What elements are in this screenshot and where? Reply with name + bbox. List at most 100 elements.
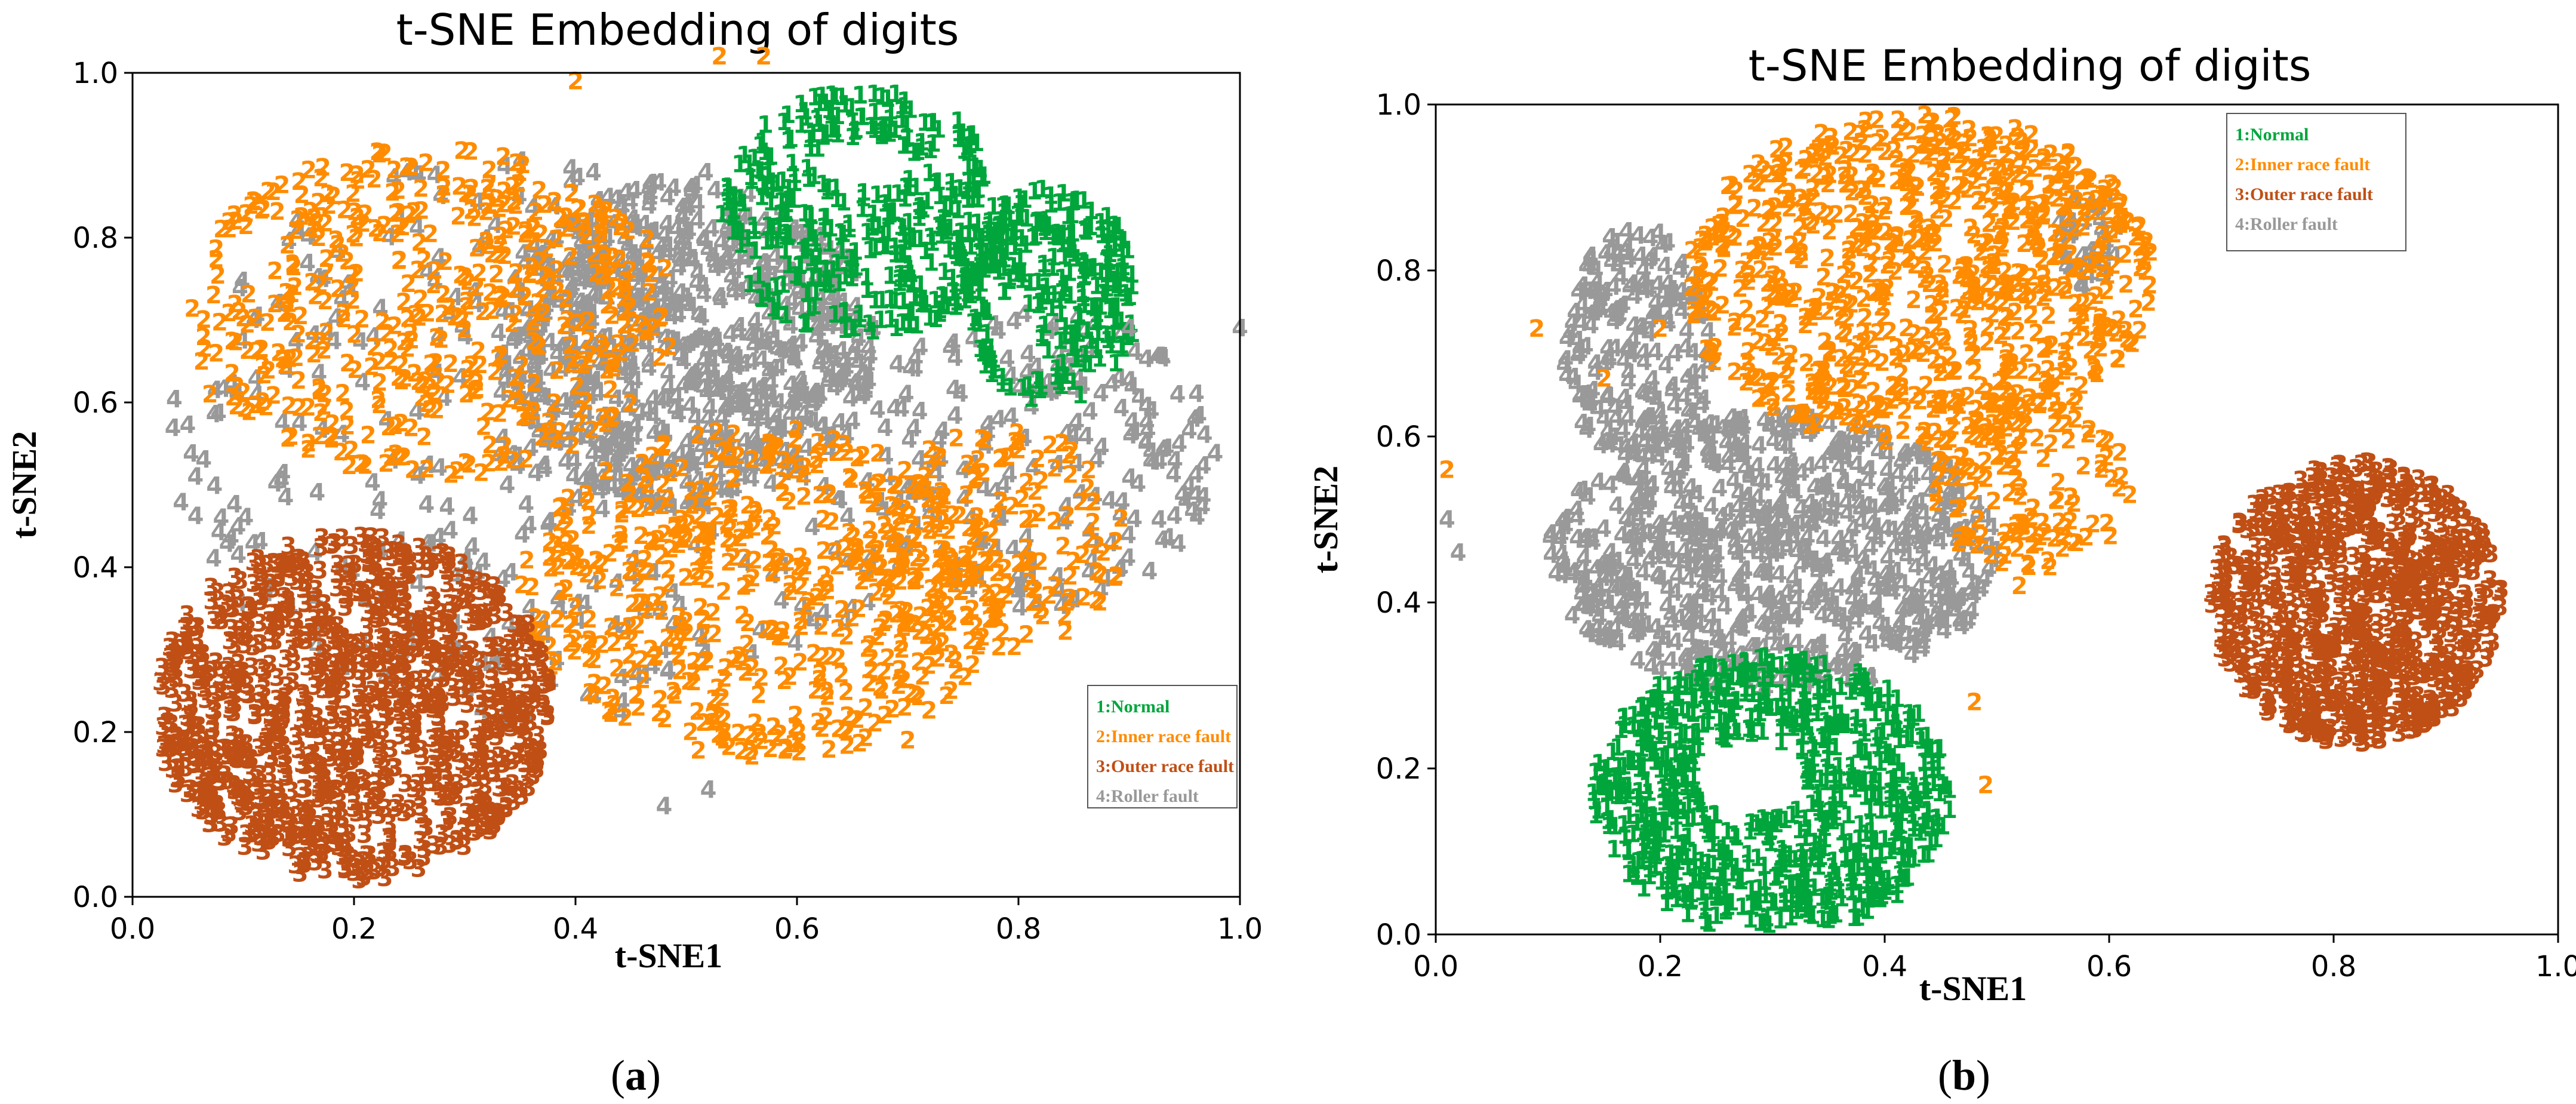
point-2: 2 bbox=[915, 663, 931, 691]
point-4: 4 bbox=[823, 430, 839, 457]
point-4: 4 bbox=[744, 465, 761, 493]
point-4: 4 bbox=[817, 309, 833, 336]
point-4: 4 bbox=[497, 352, 513, 380]
point-3: 3 bbox=[241, 592, 257, 620]
point-2: 2 bbox=[608, 274, 625, 302]
point-2: 2 bbox=[830, 615, 847, 642]
point-4: 4 bbox=[687, 359, 703, 386]
point-4: 4 bbox=[734, 463, 751, 491]
point-2: 2 bbox=[711, 43, 728, 70]
point-4: 4 bbox=[1653, 566, 1670, 593]
point-4: 4 bbox=[786, 444, 803, 471]
point-4: 4 bbox=[1184, 497, 1201, 525]
point-4: 4 bbox=[755, 249, 772, 276]
point-2: 2 bbox=[657, 255, 673, 282]
point-4: 4 bbox=[694, 488, 710, 516]
point-4: 4 bbox=[686, 452, 703, 479]
point-2: 2 bbox=[615, 299, 632, 327]
point-4: 4 bbox=[1851, 595, 1868, 623]
point-1: 1 bbox=[829, 186, 845, 213]
point-2: 2 bbox=[656, 706, 673, 733]
point-4: 4 bbox=[788, 418, 805, 445]
point-1: 1 bbox=[910, 204, 927, 232]
point-4: 4 bbox=[462, 503, 479, 530]
point-4: 4 bbox=[756, 402, 773, 430]
point-3: 3 bbox=[155, 673, 172, 700]
point-3: 3 bbox=[394, 579, 411, 606]
point-3: 3 bbox=[222, 696, 239, 724]
y-tick-label: 0.0 bbox=[73, 881, 118, 914]
point-2: 2 bbox=[765, 560, 782, 588]
point-4: 4 bbox=[564, 389, 580, 416]
point-4: 4 bbox=[850, 350, 867, 377]
point-4: 4 bbox=[809, 302, 826, 330]
point-2: 2 bbox=[871, 470, 888, 497]
point-4: 4 bbox=[886, 395, 903, 422]
point-4: 4 bbox=[687, 327, 703, 354]
point-2: 2 bbox=[357, 453, 374, 480]
point-4: 4 bbox=[719, 216, 735, 243]
point-4: 4 bbox=[309, 479, 325, 507]
point-2: 2 bbox=[723, 496, 740, 523]
point-4: 4 bbox=[712, 283, 728, 310]
point-4: 4 bbox=[695, 374, 712, 402]
point-1: 1 bbox=[1072, 303, 1088, 331]
point-2: 2 bbox=[598, 458, 615, 485]
point-2: 2 bbox=[777, 737, 793, 764]
point-4: 4 bbox=[165, 415, 181, 442]
point-1: 1 bbox=[851, 300, 868, 328]
point-4: 4 bbox=[653, 416, 669, 444]
point-4: 4 bbox=[696, 473, 713, 501]
point-1: 1 bbox=[867, 287, 884, 315]
point-4: 4 bbox=[537, 302, 554, 329]
point-2: 2 bbox=[322, 423, 339, 450]
point-4: 4 bbox=[756, 328, 773, 356]
point-2: 2 bbox=[695, 518, 712, 546]
point-2: 2 bbox=[938, 553, 955, 581]
point-4: 4 bbox=[166, 386, 183, 414]
point-2: 2 bbox=[948, 425, 965, 452]
point-4: 4 bbox=[718, 339, 735, 366]
point-4: 4 bbox=[665, 291, 682, 319]
point-1: 1 bbox=[897, 266, 913, 294]
point-4: 4 bbox=[942, 335, 959, 362]
point-4: 4 bbox=[558, 448, 574, 476]
point-4: 4 bbox=[620, 474, 637, 502]
point-4: 4 bbox=[647, 459, 664, 486]
point-2: 2 bbox=[959, 565, 975, 592]
point-3: 3 bbox=[419, 556, 436, 584]
point-2: 2 bbox=[443, 461, 460, 488]
point-4: 4 bbox=[498, 359, 515, 386]
point-4: 4 bbox=[619, 294, 636, 321]
point-4: 4 bbox=[206, 472, 223, 500]
point-4: 4 bbox=[717, 395, 734, 423]
point-2: 2 bbox=[256, 362, 273, 389]
point-4: 4 bbox=[615, 362, 632, 389]
point-4: 4 bbox=[1195, 453, 1212, 480]
point-4: 4 bbox=[582, 256, 599, 284]
point-4: 4 bbox=[1898, 528, 1915, 555]
point-2: 2 bbox=[943, 641, 960, 668]
point-2: 2 bbox=[685, 659, 702, 687]
point-4: 4 bbox=[703, 469, 720, 496]
point-4: 4 bbox=[721, 425, 738, 453]
point-2: 2 bbox=[291, 168, 307, 196]
point-4: 4 bbox=[532, 314, 549, 342]
point-2: 2 bbox=[906, 611, 923, 638]
point-4: 4 bbox=[614, 259, 631, 287]
point-4: 4 bbox=[707, 255, 724, 282]
point-1: 1 bbox=[1020, 373, 1037, 400]
point-2: 2 bbox=[281, 393, 297, 420]
point-2: 2 bbox=[582, 341, 599, 368]
point-4: 4 bbox=[418, 491, 435, 519]
point-4: 4 bbox=[869, 396, 886, 424]
point-3: 3 bbox=[254, 655, 270, 682]
point-4: 4 bbox=[767, 411, 783, 438]
point-3: 3 bbox=[391, 699, 408, 727]
point-4: 4 bbox=[510, 366, 527, 393]
point-2: 2 bbox=[307, 283, 324, 310]
point-4: 4 bbox=[793, 371, 810, 398]
point-3: 3 bbox=[334, 814, 351, 841]
point-3: 3 bbox=[306, 653, 323, 680]
point-4: 4 bbox=[822, 313, 839, 340]
